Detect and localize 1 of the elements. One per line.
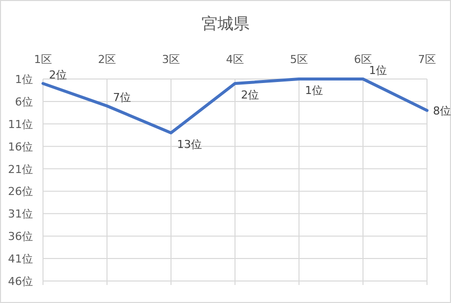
title: 宮城県 (202, 14, 250, 33)
